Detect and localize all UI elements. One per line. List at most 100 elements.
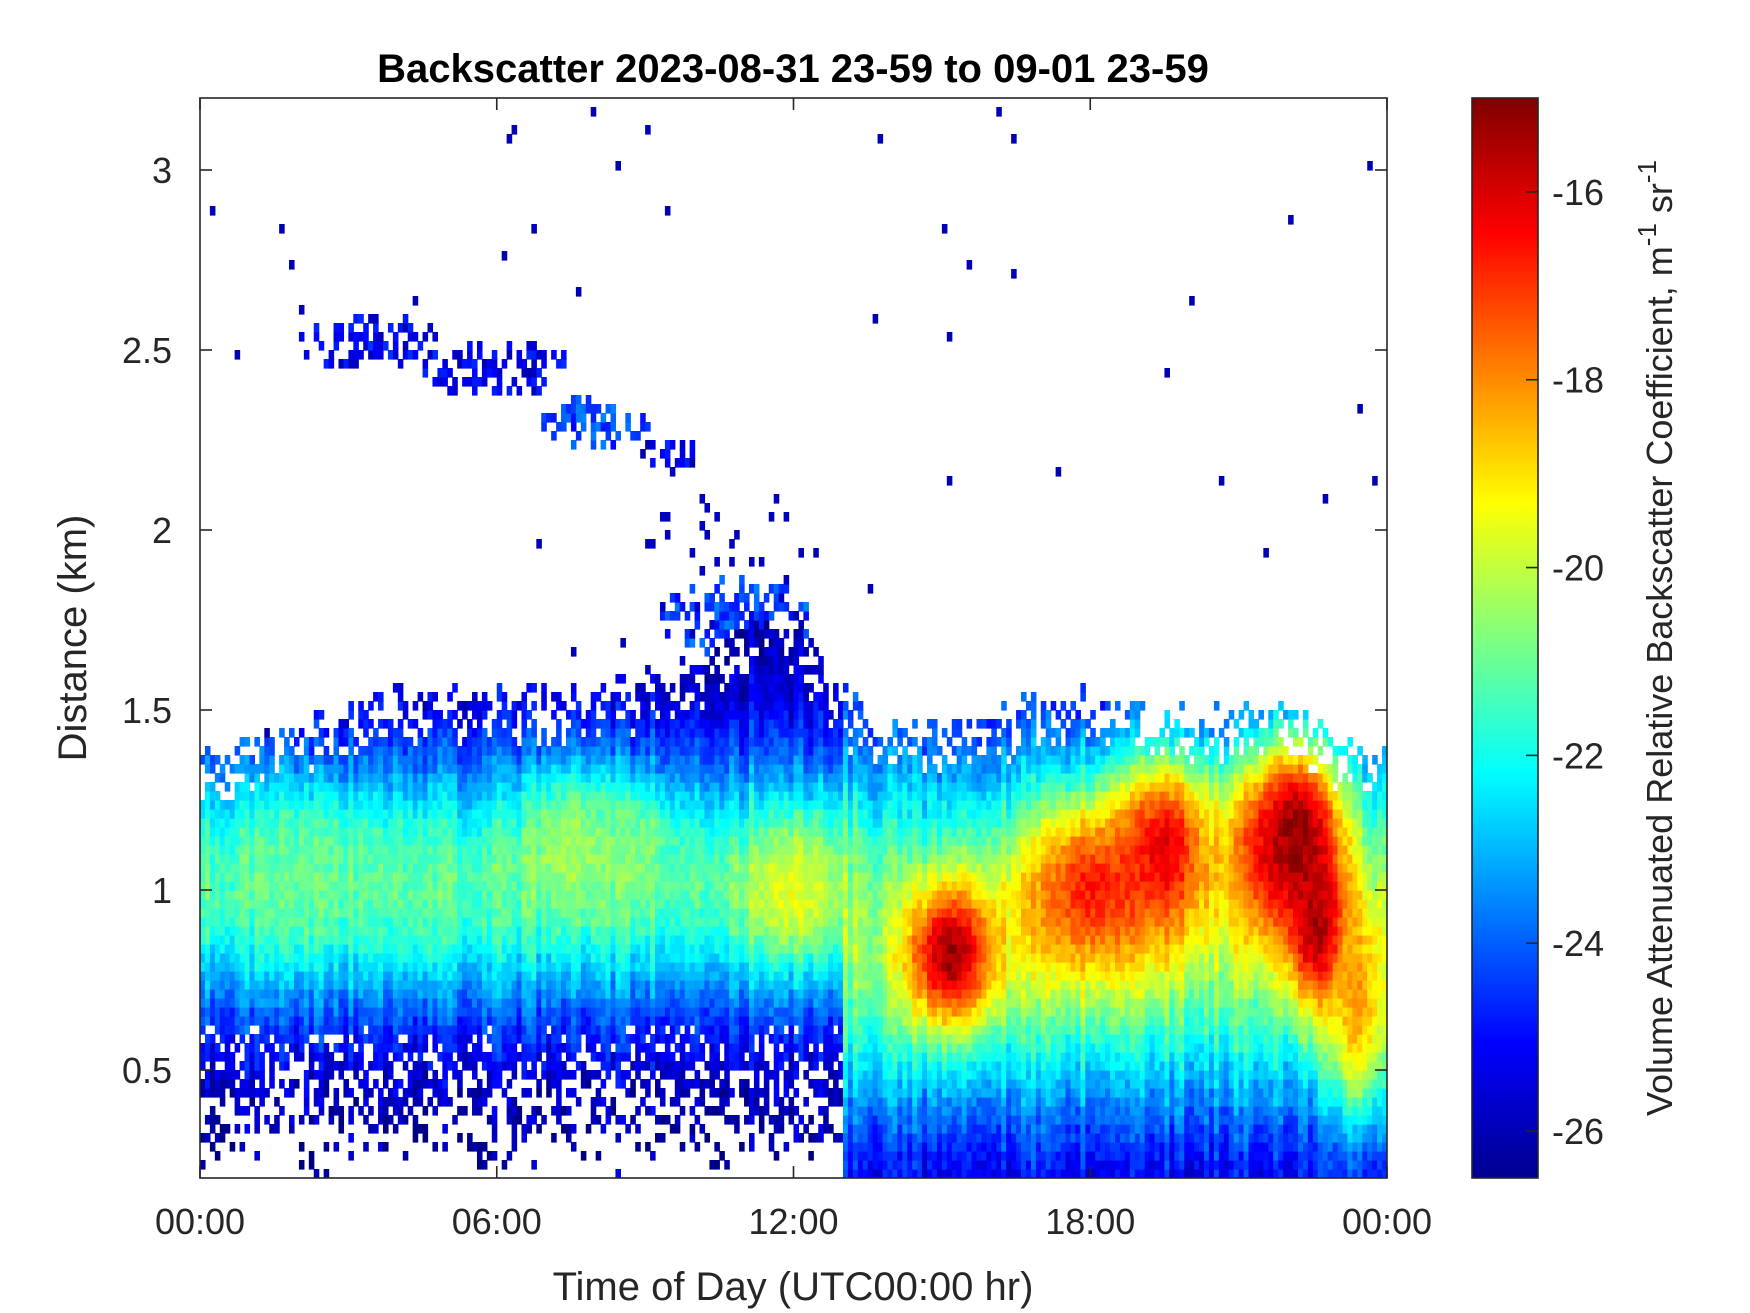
heatmap-cell xyxy=(200,845,206,855)
heatmap-cell xyxy=(590,818,597,828)
heatmap-cell xyxy=(249,809,256,819)
heatmap-cell xyxy=(709,638,715,648)
heatmap-cell xyxy=(392,908,399,918)
heatmap-cell xyxy=(254,818,260,828)
heatmap-cell xyxy=(536,998,542,1008)
heatmap-cell xyxy=(481,692,488,702)
heatmap-cell xyxy=(620,989,626,999)
heatmap-cell xyxy=(724,1097,730,1107)
heatmap-cell xyxy=(298,962,305,972)
heatmap-cell xyxy=(704,872,711,882)
heatmap-cell xyxy=(432,809,438,819)
heatmap-cell xyxy=(600,971,607,981)
heatmap-cell xyxy=(472,368,478,378)
heatmap-cell xyxy=(659,1097,666,1107)
heatmap-cell xyxy=(655,935,661,945)
heatmap-cell xyxy=(214,755,221,765)
heatmap-cell xyxy=(373,944,379,954)
heatmap-cell xyxy=(605,845,612,855)
heatmap-cell xyxy=(664,1007,671,1017)
heatmap-cell xyxy=(200,926,206,936)
heatmap-cell xyxy=(437,737,443,747)
heatmap-cell xyxy=(625,818,631,828)
heatmap-cell xyxy=(452,872,458,882)
heatmap-cell xyxy=(635,800,641,810)
heatmap-cell xyxy=(244,1016,251,1026)
heatmap-cell xyxy=(387,737,394,747)
heatmap-cell xyxy=(486,773,493,783)
heatmap-cell xyxy=(476,827,483,837)
heatmap-cell xyxy=(407,323,414,333)
heatmap-cell xyxy=(630,782,636,792)
heatmap-cell xyxy=(615,431,621,441)
heatmap-cell xyxy=(229,989,236,999)
heatmap-cell xyxy=(585,899,592,909)
heatmap-cell xyxy=(397,1007,404,1017)
heatmap-cell xyxy=(412,701,419,711)
heatmap-cell xyxy=(719,1097,725,1107)
heatmap-cell xyxy=(526,809,532,819)
heatmap-cell xyxy=(729,944,735,954)
heatmap-cell xyxy=(289,845,295,855)
heatmap-cell xyxy=(669,854,676,864)
heatmap-cell xyxy=(200,962,206,972)
heatmap-cell xyxy=(472,881,478,891)
heatmap-cell xyxy=(699,710,706,720)
heatmap-cell xyxy=(734,890,740,900)
heatmap-cell xyxy=(343,1034,349,1044)
heatmap-cell xyxy=(234,926,241,936)
heatmap-cell xyxy=(467,701,473,711)
heatmap-cell xyxy=(264,944,270,954)
heatmap-cell xyxy=(496,971,503,981)
heatmap-cell xyxy=(397,1016,404,1026)
heatmap-cell xyxy=(674,719,681,729)
heatmap-cell xyxy=(605,944,612,954)
heatmap-cell xyxy=(358,1052,364,1062)
heatmap-cell xyxy=(699,818,706,828)
heatmap-cell xyxy=(719,926,725,936)
heatmap-cell xyxy=(229,764,236,774)
heatmap-cell xyxy=(501,251,508,261)
heatmap-cell xyxy=(511,755,518,765)
heatmap-cell xyxy=(467,836,473,846)
heatmap-cell xyxy=(689,989,696,999)
heatmap-cell xyxy=(472,773,478,783)
heatmap-cell xyxy=(289,746,295,756)
heatmap-cell xyxy=(373,962,379,972)
heatmap-cell xyxy=(689,1124,696,1134)
heatmap-cell xyxy=(343,827,349,837)
heatmap-cell xyxy=(289,908,295,918)
heatmap-cell xyxy=(387,1025,394,1035)
heatmap-cell xyxy=(664,827,671,837)
heatmap-cell xyxy=(343,962,349,972)
heatmap-cell xyxy=(318,836,325,846)
heatmap-cell xyxy=(422,1079,429,1089)
heatmap-cell xyxy=(279,926,285,936)
heatmap-cell xyxy=(635,854,641,864)
heatmap-cell xyxy=(605,899,612,909)
heatmap-cell xyxy=(358,1034,364,1044)
heatmap-cell xyxy=(333,917,340,927)
heatmap-cell xyxy=(659,971,666,981)
heatmap-cell xyxy=(472,1097,478,1107)
heatmap-cell xyxy=(298,332,305,342)
heatmap-cell xyxy=(541,359,547,369)
heatmap-cell xyxy=(575,1025,582,1035)
heatmap-cell xyxy=(635,827,641,837)
heatmap-cell xyxy=(684,845,691,855)
heatmap-cell xyxy=(684,728,691,738)
heatmap-cell xyxy=(209,1115,216,1125)
heatmap-cell xyxy=(368,935,374,945)
heatmap-cell xyxy=(496,755,503,765)
heatmap-cell xyxy=(229,1070,236,1080)
heatmap-cell xyxy=(561,1070,567,1080)
heatmap-cell xyxy=(684,836,691,846)
heatmap-cell xyxy=(348,818,354,828)
heatmap-cell xyxy=(204,827,211,837)
heatmap-cell xyxy=(249,926,256,936)
heatmap-cell xyxy=(442,800,448,810)
heatmap-cell xyxy=(338,1061,345,1071)
heatmap-cell xyxy=(422,1061,429,1071)
heatmap-cell xyxy=(630,755,636,765)
heatmap-cell xyxy=(427,791,434,801)
